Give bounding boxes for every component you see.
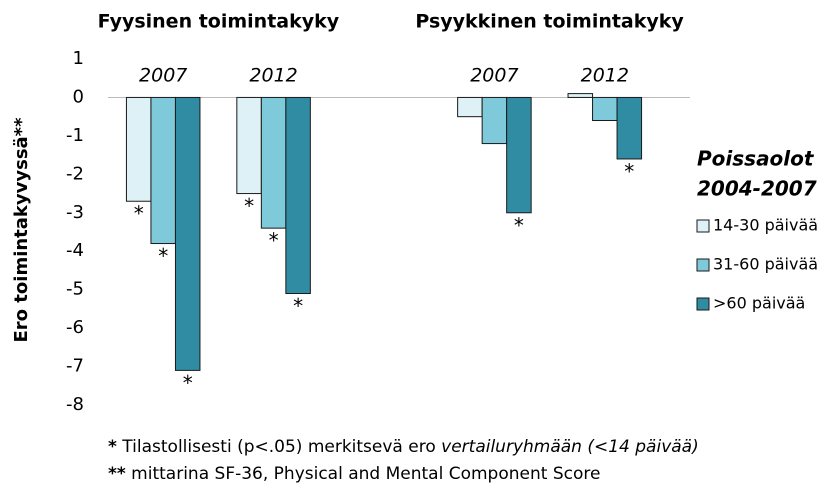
legend-title: Poissaolot xyxy=(697,147,815,171)
footnote-part: * xyxy=(108,437,117,457)
y-tick-label: -5 xyxy=(66,279,84,300)
x-tick-label: 2007 xyxy=(139,65,187,87)
significance-marker: * xyxy=(514,213,524,237)
bar xyxy=(150,96,176,245)
bar xyxy=(285,96,311,295)
bar xyxy=(260,96,287,229)
y-tick-label: -1 xyxy=(66,125,84,146)
x-tick-label: 2012 xyxy=(581,65,629,87)
bar xyxy=(616,96,643,160)
footnote: * Tilastollisesti (p<.05) merkitsevä ero… xyxy=(108,437,699,457)
significance-marker: * xyxy=(183,371,193,395)
group-title: Fyysinen toimintakyky xyxy=(98,11,340,33)
significance-marker: * xyxy=(244,194,254,218)
significance-marker: * xyxy=(134,202,144,226)
footnote: ** mittarina SF-36, Physical and Mental … xyxy=(108,464,600,484)
group-title: Psyykkinen toimintakyky xyxy=(415,11,684,33)
bar xyxy=(567,93,594,98)
bar xyxy=(457,96,483,118)
significance-marker: * xyxy=(624,159,634,183)
footnote-part: ** xyxy=(108,464,126,484)
footnote-part: mittarina SF-36, Physical and Mental Com… xyxy=(126,464,601,484)
legend-swatch xyxy=(696,258,710,272)
bar xyxy=(236,96,262,195)
bar xyxy=(174,96,201,371)
y-tick-label: -6 xyxy=(66,317,84,338)
legend-label: 14-30 päivää xyxy=(713,216,818,235)
footnote-part: Tilastollisesti (p<.05) merkitsevä ero xyxy=(117,437,441,457)
footnote-part: vertailuryhmään (<14 päivää) xyxy=(441,437,699,457)
bar xyxy=(506,96,532,214)
legend-swatch xyxy=(696,219,710,233)
y-tick-label: 1 xyxy=(73,48,84,69)
y-tick-label: 0 xyxy=(73,86,84,107)
y-tick-label: -2 xyxy=(66,163,84,184)
y-tick-label: -4 xyxy=(66,240,84,261)
y-axis-label: Ero toimintakyvyssä** xyxy=(11,117,32,343)
y-tick-label: -8 xyxy=(66,394,84,415)
bar xyxy=(481,96,508,145)
y-tick-label: -7 xyxy=(66,356,84,377)
x-tick-label: 2012 xyxy=(249,65,297,87)
legend-label: >60 päivää xyxy=(713,294,805,313)
x-tick-label: 2007 xyxy=(470,65,518,87)
legend-label: 31-60 päivää xyxy=(713,255,818,274)
bar xyxy=(592,96,618,122)
significance-marker: * xyxy=(293,294,303,318)
y-tick-label: -3 xyxy=(66,202,84,223)
significance-marker: * xyxy=(269,229,279,253)
significance-marker: * xyxy=(158,244,168,268)
legend-title: 2004-2007 xyxy=(697,177,817,201)
bar xyxy=(125,96,152,202)
legend-swatch xyxy=(696,297,710,311)
